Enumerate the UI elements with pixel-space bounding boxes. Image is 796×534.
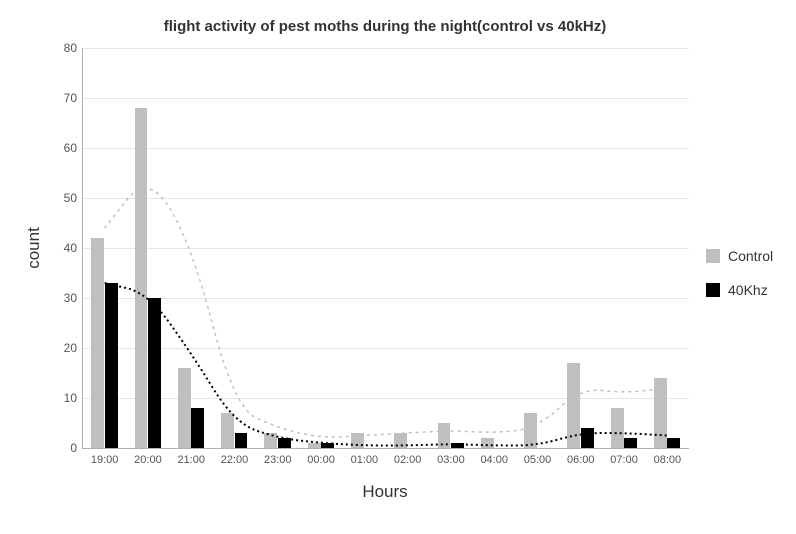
bar-control (264, 433, 277, 448)
x-tick-label: 04:00 (480, 448, 508, 466)
bar-40khz (278, 438, 291, 448)
y-tick-label: 0 (70, 441, 83, 455)
bar-40khz (321, 443, 334, 448)
gridline (83, 48, 689, 49)
y-tick-label: 40 (64, 241, 83, 255)
x-tick-label: 21:00 (177, 448, 205, 466)
bar-control (438, 423, 451, 448)
x-tick-label: 06:00 (567, 448, 595, 466)
gridline (83, 148, 689, 149)
y-tick-label: 50 (64, 191, 83, 205)
gridline (83, 398, 689, 399)
bar-control (351, 433, 364, 448)
bar-40khz (235, 433, 248, 448)
bar-40khz (191, 408, 204, 448)
bar-40khz (451, 443, 464, 448)
x-tick-label: 02:00 (394, 448, 422, 466)
x-tick-label: 01:00 (351, 448, 379, 466)
gridline (83, 248, 689, 249)
legend-label: 40Khz (728, 282, 768, 298)
y-tick-label: 80 (64, 41, 83, 55)
gridline (83, 348, 689, 349)
y-axis-label: count (24, 227, 44, 269)
y-tick-label: 30 (64, 291, 83, 305)
plot-area: 0102030405060708019:0020:0021:0022:0023:… (82, 48, 689, 449)
bar-control (611, 408, 624, 448)
legend-item-40khz: 40Khz (706, 282, 773, 298)
bar-control (654, 378, 667, 448)
bar-control (221, 413, 234, 448)
legend-swatch (706, 283, 720, 297)
bar-control (308, 443, 321, 448)
bar-control (135, 108, 148, 448)
y-tick-label: 10 (64, 391, 83, 405)
legend-swatch (706, 249, 720, 263)
gridline (83, 298, 689, 299)
y-tick-label: 70 (64, 91, 83, 105)
bar-control (394, 433, 407, 448)
x-tick-label: 08:00 (654, 448, 682, 466)
bar-40khz (105, 283, 118, 448)
chart-root: flight activity of pest moths during the… (0, 0, 796, 534)
bar-control (91, 238, 104, 448)
x-tick-label: 23:00 (264, 448, 292, 466)
x-tick-label: 22:00 (221, 448, 249, 466)
bar-40khz (581, 428, 594, 448)
x-tick-label: 05:00 (524, 448, 552, 466)
bar-40khz (148, 298, 161, 448)
x-tick-label: 19:00 (91, 448, 119, 466)
gridline (83, 98, 689, 99)
x-tick-label: 20:00 (134, 448, 162, 466)
x-tick-label: 03:00 (437, 448, 465, 466)
chart-title: flight activity of pest moths during the… (82, 18, 688, 35)
x-tick-label: 07:00 (610, 448, 638, 466)
x-axis-label: Hours (362, 482, 407, 502)
legend: Control 40Khz (706, 248, 773, 316)
bar-40khz (667, 438, 680, 448)
bar-control (567, 363, 580, 448)
bar-control (524, 413, 537, 448)
y-tick-label: 60 (64, 141, 83, 155)
y-tick-label: 20 (64, 341, 83, 355)
gridline (83, 198, 689, 199)
bar-40khz (624, 438, 637, 448)
bar-control (481, 438, 494, 448)
legend-label: Control (728, 248, 773, 264)
x-tick-label: 00:00 (307, 448, 335, 466)
legend-item-control: Control (706, 248, 773, 264)
bar-control (178, 368, 191, 448)
